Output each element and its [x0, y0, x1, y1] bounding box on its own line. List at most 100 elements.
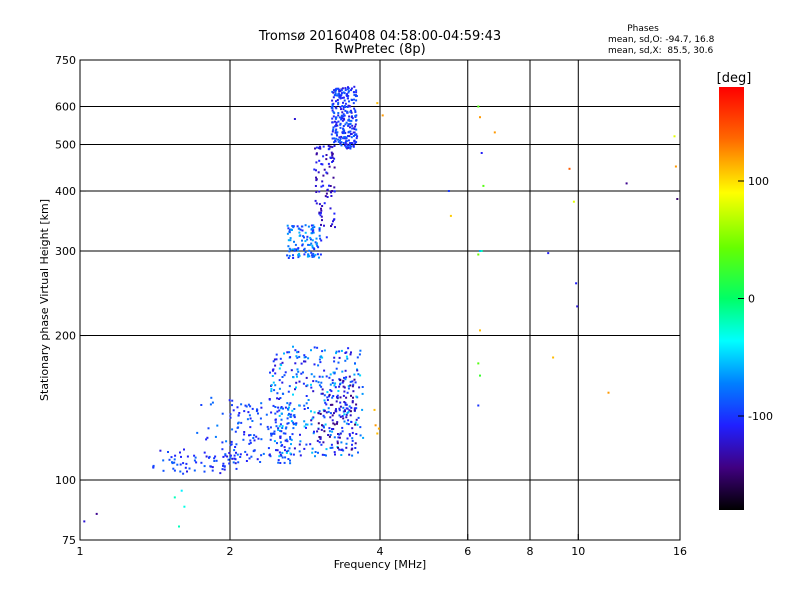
- data-point: [343, 114, 346, 117]
- data-point: [325, 454, 327, 457]
- data-point: [342, 142, 345, 144]
- data-point: [374, 424, 377, 427]
- data-point: [354, 95, 357, 98]
- data-point: [196, 431, 199, 434]
- data-point: [260, 402, 263, 405]
- data-point: [316, 430, 319, 433]
- data-point: [279, 441, 282, 444]
- data-point: [289, 237, 292, 240]
- data-point: [345, 413, 348, 416]
- data-point: [222, 464, 224, 467]
- data-point: [323, 168, 326, 171]
- data-point: [317, 381, 320, 384]
- data-point: [237, 414, 240, 417]
- data-point: [317, 171, 320, 174]
- data-point: [288, 254, 291, 257]
- data-point: [184, 466, 187, 469]
- data-point: [331, 430, 334, 433]
- data-point: [295, 386, 297, 389]
- stats-heading: Phases: [627, 24, 659, 34]
- data-point: [246, 453, 249, 456]
- data-point: [343, 420, 346, 423]
- data-point: [285, 438, 288, 441]
- data-point: [210, 396, 213, 399]
- data-point: [311, 239, 314, 242]
- data-point: [346, 437, 349, 440]
- data-point: [287, 449, 290, 452]
- data-point: [319, 437, 322, 440]
- data-point: [292, 421, 295, 424]
- data-point: [314, 199, 317, 202]
- data-point: [320, 215, 323, 218]
- data-point: [278, 409, 281, 412]
- data-point: [237, 461, 240, 464]
- data-point: [340, 108, 342, 111]
- data-point: [272, 381, 275, 384]
- data-point: [348, 375, 351, 378]
- data-point: [332, 422, 335, 425]
- data-point: [272, 360, 275, 363]
- data-point: [318, 410, 321, 413]
- data-point: [307, 243, 310, 246]
- data-point: [347, 97, 349, 100]
- data-point: [318, 147, 320, 150]
- data-point: [336, 421, 339, 424]
- data-point: [352, 135, 355, 137]
- data-point: [162, 459, 165, 462]
- data-point: [302, 371, 304, 374]
- data-point: [208, 455, 211, 458]
- data-point: [253, 434, 256, 437]
- data-point: [325, 171, 328, 174]
- data-point: [333, 212, 336, 215]
- data-point: [211, 469, 214, 472]
- data-point: [332, 126, 335, 129]
- data-point: [479, 116, 481, 119]
- data-point: [333, 166, 336, 169]
- data-point: [335, 121, 338, 124]
- data-point: [232, 461, 235, 464]
- data-point: [333, 412, 335, 415]
- data-point: [281, 451, 284, 454]
- data-point: [178, 525, 180, 528]
- data-point: [271, 375, 274, 377]
- data-point: [272, 432, 275, 435]
- data-point: [235, 451, 237, 454]
- data-point: [292, 393, 294, 396]
- data-point: [342, 131, 345, 134]
- data-point: [335, 137, 338, 140]
- data-point: [358, 386, 361, 389]
- data-point: [234, 458, 237, 461]
- data-point: [331, 99, 334, 102]
- data-point: [325, 375, 328, 378]
- data-point: [265, 413, 268, 416]
- data-point: [283, 352, 285, 355]
- data-point: [232, 409, 235, 412]
- data-point: [354, 123, 357, 126]
- data-point: [293, 408, 296, 410]
- data-point: [333, 356, 336, 359]
- data-point: [348, 453, 351, 456]
- data-point: [297, 249, 300, 252]
- data-point: [331, 137, 334, 140]
- data-point: [303, 447, 306, 450]
- data-point: [319, 147, 322, 150]
- data-point: [327, 410, 330, 413]
- data-point: [240, 403, 243, 406]
- data-point: [349, 144, 351, 147]
- data-point: [276, 410, 279, 413]
- data-point: [338, 433, 341, 436]
- data-point: [318, 203, 321, 206]
- data-point: [298, 231, 301, 234]
- data-point: [279, 423, 282, 426]
- data-point: [348, 119, 351, 122]
- data-point: [477, 253, 480, 256]
- data-point: [329, 434, 332, 436]
- data-point: [284, 406, 287, 409]
- data-point: [336, 124, 339, 127]
- data-point: [253, 439, 256, 442]
- data-point: [342, 379, 345, 382]
- data-point: [281, 376, 284, 378]
- data-point: [310, 242, 313, 245]
- data-point: [479, 374, 481, 377]
- data-point: [344, 402, 347, 404]
